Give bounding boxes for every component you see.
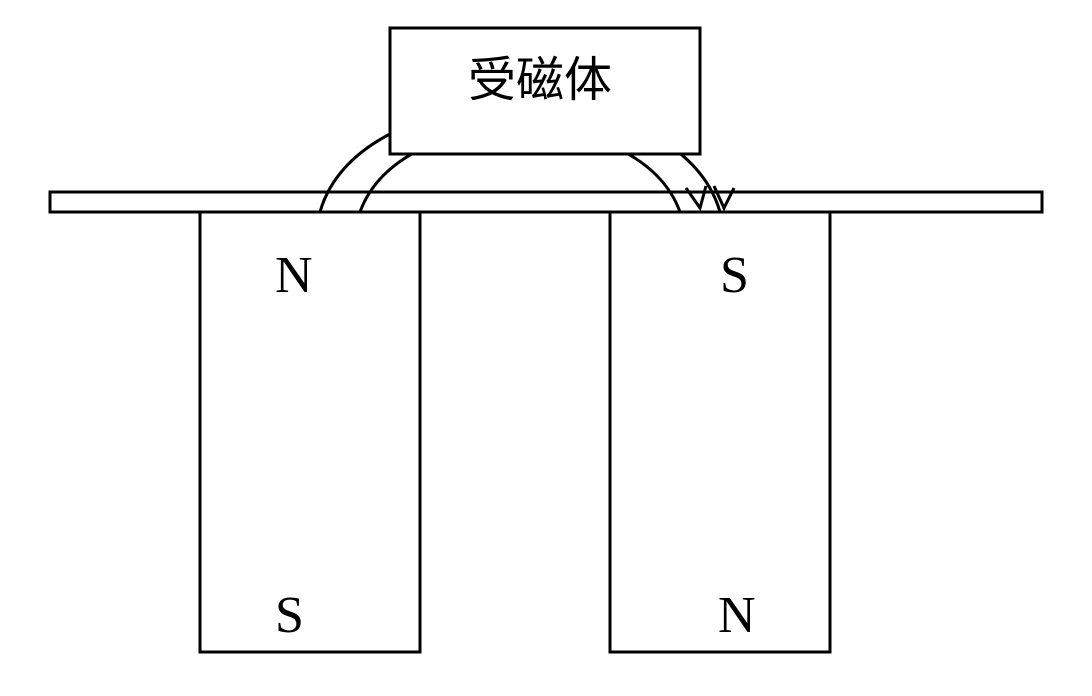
- title-label: 受磁体: [468, 54, 612, 107]
- right-magnet-top-label: S: [720, 247, 749, 304]
- right-magnet-bottom-label: N: [718, 587, 756, 644]
- left-magnet-top-label: N: [275, 247, 313, 304]
- horizontal-bar-rect: [50, 192, 1042, 212]
- left-magnet-bottom-label: S: [275, 587, 304, 644]
